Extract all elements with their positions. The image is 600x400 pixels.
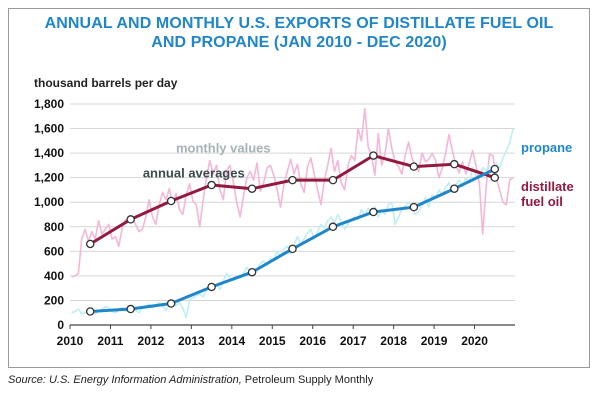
- x-tick-label: 2013: [178, 334, 205, 348]
- x-tick-label: 2016: [299, 334, 326, 348]
- propane-label: propane: [521, 140, 572, 155]
- x-tick-label: 2020: [461, 334, 488, 348]
- chart-title: ANNUAL AND MONTHLY U.S. EXPORTS OF DISTI…: [8, 14, 590, 52]
- monthly-values-label: monthly values: [176, 140, 271, 155]
- y-tick-label: 0: [57, 318, 64, 332]
- y-tick-label: 800: [44, 220, 64, 234]
- y-axis-label: thousand barrels per day: [34, 76, 178, 90]
- chart-frame: [8, 8, 590, 368]
- distillate-label-line-2: fuel oil: [521, 194, 563, 209]
- source-rest: Petroleum Supply Monthly: [241, 374, 374, 386]
- annual-averages-label: annual averages: [143, 166, 245, 181]
- y-tick-label: 600: [44, 244, 64, 258]
- y-tick-label: 1,200: [34, 171, 64, 185]
- propane-annual-point: [328, 222, 338, 232]
- y-tick-label: 200: [44, 293, 64, 307]
- x-tick-label: 2012: [138, 334, 165, 348]
- propane-annual-point: [409, 202, 419, 212]
- distillate-annual-point: [328, 175, 338, 185]
- propane-monthly-line: [71, 128, 514, 319]
- distillate-annual-point: [247, 184, 257, 193]
- x-tick-label: 2010: [57, 334, 84, 348]
- distillate-annual-point: [207, 180, 216, 190]
- y-tick-label: 1,000: [34, 195, 64, 209]
- propane-annual-point: [207, 282, 216, 292]
- propane-annual-point: [450, 184, 459, 193]
- distillate-annual-point: [409, 162, 419, 171]
- propane-annual-point: [126, 304, 135, 314]
- x-tick-label: 2011: [97, 334, 123, 348]
- x-tick-label: 2017: [340, 334, 367, 348]
- distillate-annual-point: [85, 239, 95, 249]
- distillate-annual-point: [490, 173, 500, 182]
- chart-title-line-2: AND PROPANE (JAN 2010 - DEC 2020): [151, 34, 447, 51]
- distillate-annual-point: [288, 175, 297, 185]
- propane-annual-point: [369, 207, 378, 217]
- x-tick-label: 2014: [218, 334, 245, 348]
- propane-annual-point: [247, 267, 257, 277]
- x-tick-label: 2015: [259, 334, 286, 348]
- x-tick-label: 2018: [380, 334, 407, 348]
- y-tick-label: 1,400: [34, 146, 64, 160]
- distillate-label-line-1: distillate: [521, 179, 574, 194]
- y-tick-label: 1,600: [34, 122, 64, 136]
- distillate-annual-point: [126, 215, 135, 224]
- y-tick-label: 400: [44, 269, 64, 283]
- distillate-annual-point: [369, 151, 378, 160]
- x-tick-label: 2019: [421, 334, 448, 348]
- distillate-annual-point: [166, 196, 176, 206]
- propane-annual-point: [490, 164, 500, 174]
- source-note: Source: U.S. Energy Information Administ…: [8, 374, 373, 386]
- propane-annual-line: [90, 167, 496, 313]
- chart-title-line-1: ANNUAL AND MONTHLY U.S. EXPORTS OF DISTI…: [44, 15, 554, 32]
- propane-annual-point: [166, 299, 176, 308]
- propane-annual-point: [288, 244, 297, 254]
- source-prefix: Source: U.S. Energy Information Administ…: [8, 374, 242, 386]
- y-tick-label: 1,800: [34, 97, 64, 111]
- distillate-monthly-line: [71, 108, 514, 278]
- propane-annual-point: [85, 307, 95, 316]
- distillate-annual-point: [450, 159, 459, 169]
